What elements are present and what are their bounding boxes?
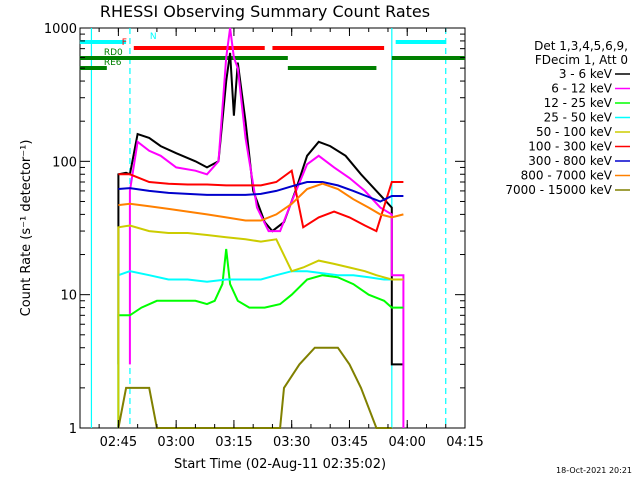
data-series [117, 27, 405, 429]
x-tick-label: 04:00 [388, 435, 425, 450]
legend: Det 1,3,4,5,6,9,FDecim 1, Att 03 - 6 keV… [505, 39, 630, 197]
flag-label-re6: RE6 [104, 58, 122, 68]
legend-entry-label: 3 - 6 keV [559, 67, 613, 81]
series-line-7 [118, 182, 404, 222]
x-axis: 02:45 03:00 03:15 03:30 03:45 04:00 04:15 [98, 28, 484, 450]
x-tick-label: 03:30 [273, 435, 310, 450]
x-tick-label: 03:15 [215, 435, 252, 450]
legend-entry-label: 7000 - 15000 keV [505, 183, 612, 197]
legend-header-line: FDecim 1, Att 0 [535, 53, 628, 67]
y-axis-label: Count Rate (s⁻¹ detector⁻¹) [19, 140, 34, 317]
render-timestamp: 18-Oct-2021 20:21 [556, 466, 632, 475]
series-line-3 [117, 270, 404, 428]
series-line-5 [118, 168, 404, 233]
y-tick-label: 1000 [44, 22, 77, 37]
y-tick-label: 100 [52, 155, 77, 170]
series-line-1 [128, 27, 405, 428]
series-line-2 [117, 248, 404, 428]
x-tick-label: 03:45 [331, 435, 368, 450]
series-line-4 [117, 224, 404, 428]
x-tick-label: 03:00 [157, 435, 194, 450]
series-line-6 [118, 181, 404, 203]
legend-entry-label: 50 - 100 keV [536, 125, 613, 139]
y-axis: 1 10 100 1000 [44, 22, 465, 437]
legend-entry-label: 25 - 50 keV [544, 111, 613, 125]
flag-label-f: F [122, 38, 127, 48]
x-axis-label: Start Time (02-Aug-11 02:35:02) [174, 457, 386, 472]
x-tick-label: 04:15 [446, 435, 483, 450]
chart-title: RHESSI Observing Summary Count Rates [100, 2, 430, 21]
legend-entry-label: 300 - 800 keV [528, 154, 612, 168]
series-line-0 [117, 52, 404, 366]
legend-entry-label: 800 - 7000 keV [521, 169, 613, 183]
y-tick-label: 1 [69, 422, 77, 437]
flag-label-n: N [150, 32, 157, 42]
y-tick-label: 10 [60, 289, 77, 304]
x-tick-label: 02:45 [100, 435, 137, 450]
legend-entry-label: 100 - 300 keV [528, 140, 612, 154]
legend-header-line: Det 1,3,4,5,6,9, [534, 39, 628, 53]
legend-entry-label: 12 - 25 keV [544, 96, 613, 110]
series-line-8 [117, 346, 392, 429]
flag-label-rd0: RD0 [104, 48, 123, 58]
legend-entry-label: 6 - 12 keV [551, 82, 613, 96]
